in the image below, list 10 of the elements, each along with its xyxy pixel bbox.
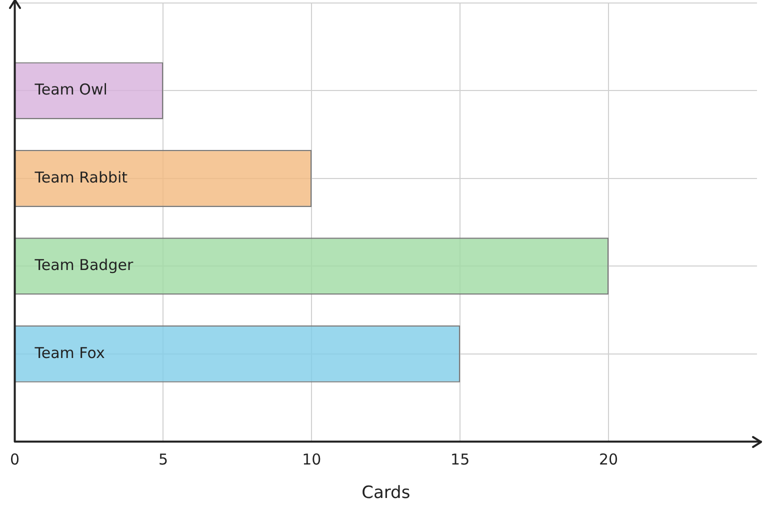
- x-tick-label: 0: [10, 450, 20, 468]
- y-tick-label: Team Fox: [34, 344, 105, 362]
- y-tick-label: Team Rabbit: [34, 168, 128, 186]
- y-tick-label: Team Owl: [34, 80, 108, 99]
- x-tick-label: 20: [599, 450, 618, 468]
- x-tick-label: 10: [302, 450, 322, 468]
- x-axis-title: Cards: [362, 483, 410, 504]
- y-tick-label: Team Badger: [34, 256, 134, 274]
- x-tick-label: 15: [450, 450, 470, 468]
- x-tick-label: 5: [158, 450, 168, 468]
